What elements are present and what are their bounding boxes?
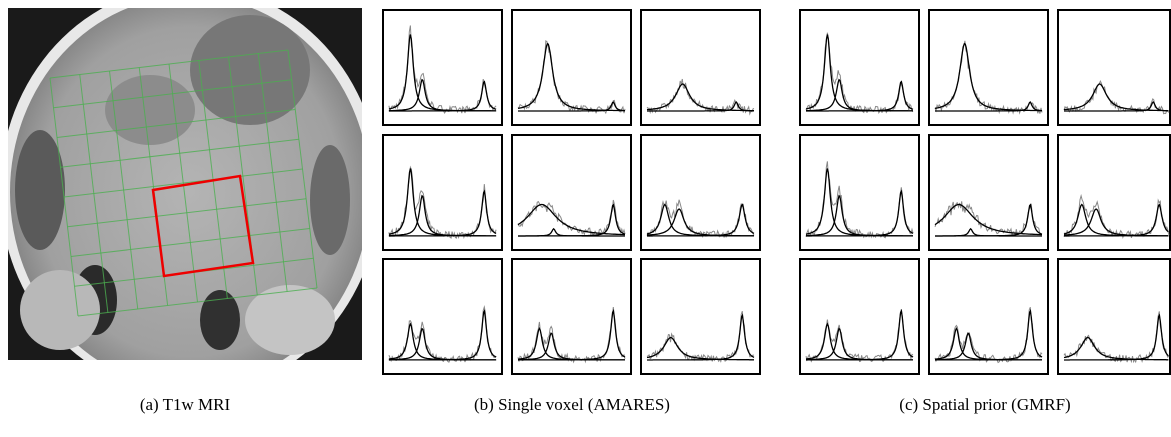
- fitted-peak: [518, 309, 626, 361]
- fitted-peak: [647, 313, 755, 361]
- spectrum-panel: [511, 134, 632, 251]
- fitted-peak: [1064, 313, 1169, 361]
- fitted-peak: [1063, 83, 1169, 112]
- fitted-peak: [647, 100, 754, 112]
- fitted-peak: [388, 309, 497, 361]
- grid-line: [63, 168, 303, 198]
- selected-region: [151, 174, 255, 278]
- fitted-peak: [1064, 208, 1169, 237]
- caption: (b) Single voxel (AMARES): [474, 395, 670, 414]
- measured-spectrum: [517, 199, 626, 237]
- fitted-peak: [1063, 336, 1169, 361]
- fitted-peak: [806, 194, 913, 237]
- spectrum-panel: [640, 258, 761, 375]
- fitted-peak: [388, 80, 497, 112]
- fitted-peak: [518, 203, 626, 237]
- fitted-peak: [647, 208, 754, 237]
- fitted-peak: [806, 78, 913, 112]
- spectrum-panel: [382, 134, 503, 251]
- fitted-peak: [806, 309, 914, 361]
- fitted-peak: [934, 203, 1042, 236]
- spectra-panels: [382, 9, 1171, 375]
- spectrum-panel: [799, 258, 920, 375]
- measured-spectrum: [934, 201, 1043, 237]
- fitted-peak: [647, 203, 755, 237]
- voxel-grid: [49, 49, 318, 317]
- grid-line: [67, 198, 307, 228]
- spectrum-panel: [640, 134, 761, 251]
- fitted-peak: [388, 327, 497, 361]
- fitted-peak: [646, 83, 754, 112]
- grid-line: [287, 49, 318, 289]
- fitted-peak: [935, 101, 1043, 112]
- fitted-peak: [388, 78, 497, 112]
- spectrum-panel: [928, 134, 1049, 251]
- fitted-peak: [518, 101, 626, 112]
- fitted-peak: [388, 189, 497, 237]
- fitted-peak: [806, 189, 914, 237]
- fitted-peak: [388, 194, 497, 237]
- spectrum-panel: [1057, 258, 1171, 375]
- fitted-peak: [806, 327, 913, 361]
- grid-line: [77, 287, 318, 317]
- spectrum-panel: [382, 258, 503, 375]
- spectrum-panel: [382, 9, 503, 126]
- fitted-peak: [1064, 100, 1169, 112]
- spectrum-panel: [799, 9, 920, 126]
- fitted-peak: [646, 336, 754, 361]
- measured-spectrum: [1063, 80, 1170, 115]
- fitted-peak: [517, 203, 625, 236]
- grid-line: [257, 53, 288, 292]
- grid-line: [70, 228, 310, 257]
- fitted-peak: [935, 309, 1043, 361]
- fitted-peak: [935, 203, 1043, 237]
- caption: (c) Spatial prior (GMRF): [899, 395, 1070, 414]
- fitted-peak: [806, 80, 914, 112]
- mri-image: [8, 8, 362, 360]
- caption: (a) T1w MRI: [140, 395, 231, 414]
- fitted-peak: [1064, 203, 1169, 237]
